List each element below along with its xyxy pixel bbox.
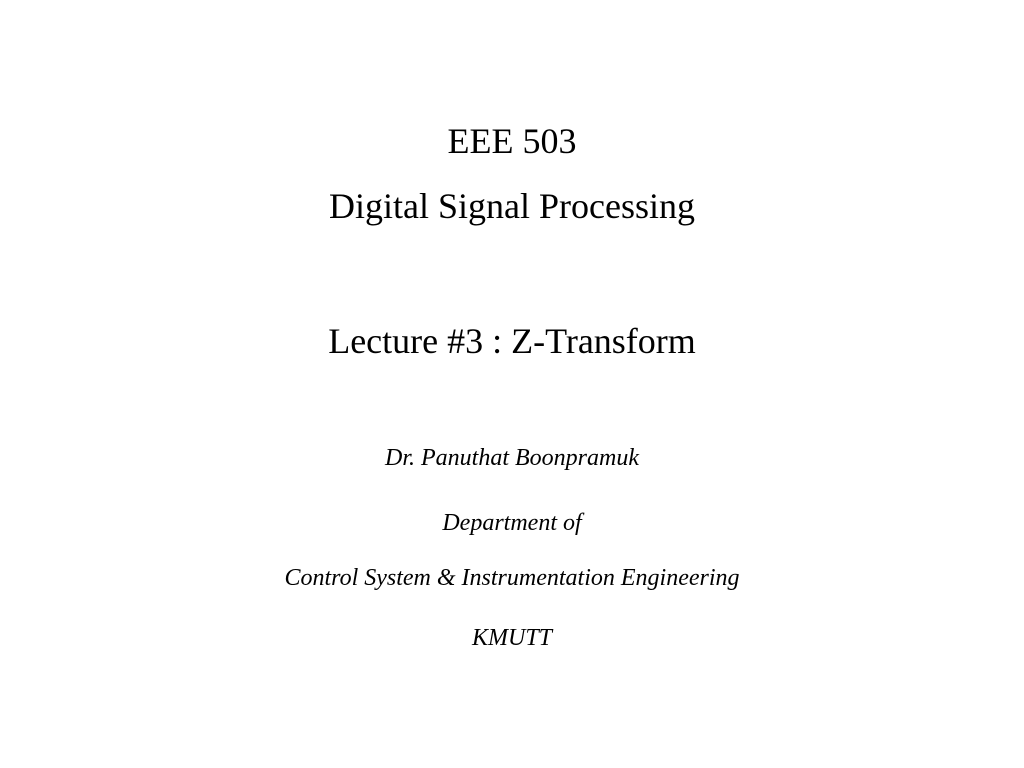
department-line-2: Control System & Instrumentation Enginee… [0, 565, 1024, 592]
title-slide: EEE 503 Digital Signal Processing Lectur… [0, 0, 1024, 768]
course-title: Digital Signal Processing [0, 185, 1024, 227]
lecture-title: Lecture #3 : Z-Transform [0, 320, 1024, 362]
university-name: KMUTT [0, 625, 1024, 652]
department-line-1: Department of [0, 510, 1024, 537]
course-code: EEE 503 [0, 120, 1024, 162]
author-name: Dr. Panuthat Boonpramuk [0, 445, 1024, 472]
